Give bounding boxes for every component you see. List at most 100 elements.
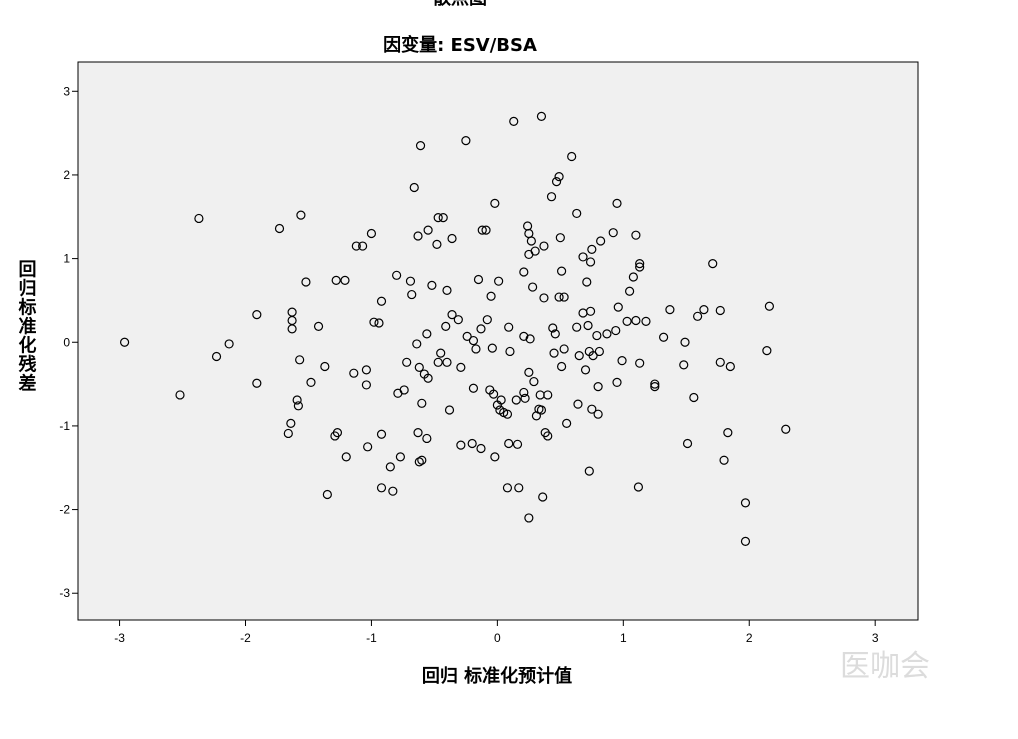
- point: [584, 466, 594, 476]
- point: [433, 357, 443, 367]
- y-tick-label: 0: [63, 335, 70, 349]
- point: [414, 457, 424, 467]
- point: [679, 360, 689, 370]
- point: [572, 208, 582, 219]
- point: [490, 452, 500, 462]
- point: [477, 225, 487, 235]
- point: [405, 276, 416, 286]
- point: [467, 438, 477, 449]
- x-tick-label: 2: [746, 631, 753, 645]
- point: [494, 276, 504, 286]
- point: [583, 320, 593, 331]
- point: [689, 392, 699, 403]
- point: [539, 241, 549, 251]
- point: [414, 362, 424, 372]
- y-tick-label: 1: [63, 252, 70, 266]
- point: [543, 390, 553, 400]
- point: [351, 241, 361, 251]
- point: [567, 151, 577, 162]
- point: [296, 210, 306, 220]
- plot-area: [77, 61, 919, 621]
- point: [762, 346, 772, 356]
- point: [708, 259, 718, 269]
- point: [224, 339, 234, 349]
- point: [631, 230, 641, 240]
- point: [306, 377, 316, 388]
- point: [588, 351, 598, 361]
- point: [539, 293, 549, 303]
- point: [504, 438, 514, 449]
- point: [442, 285, 452, 295]
- point: [554, 172, 564, 182]
- point: [628, 272, 638, 282]
- point: [252, 310, 262, 320]
- y-axis-label: 回归标准化残差: [16, 259, 38, 392]
- point: [487, 343, 497, 353]
- point: [550, 329, 560, 339]
- point: [543, 431, 553, 441]
- point: [573, 399, 583, 409]
- point: [530, 246, 540, 256]
- point: [528, 282, 538, 292]
- point: [456, 362, 466, 372]
- point: [447, 310, 457, 320]
- point: [441, 321, 451, 331]
- point: [462, 331, 472, 341]
- point: [376, 296, 387, 306]
- point: [395, 452, 405, 462]
- point: [554, 292, 564, 302]
- point: [283, 428, 293, 439]
- chart-subtitle: 因变量: ESV/BSA: [383, 34, 537, 56]
- point: [764, 301, 774, 311]
- point: [585, 257, 596, 267]
- y-tick-label: 2: [63, 168, 70, 182]
- point: [512, 439, 523, 449]
- point: [612, 198, 622, 208]
- point: [536, 405, 547, 415]
- point: [423, 225, 433, 235]
- point: [376, 429, 387, 439]
- point: [613, 302, 623, 312]
- point: [496, 395, 506, 405]
- point: [611, 325, 621, 336]
- point: [529, 376, 539, 387]
- y-tick-label: -3: [59, 586, 70, 600]
- point: [519, 267, 529, 277]
- point: [574, 351, 584, 361]
- chart-title: 散点图: [433, 0, 487, 9]
- point: [175, 390, 185, 400]
- x-axis-label: 回归 标准化预计值: [422, 665, 572, 687]
- point: [361, 365, 371, 375]
- point: [376, 483, 387, 493]
- point: [358, 241, 368, 251]
- point: [415, 141, 426, 151]
- point: [374, 318, 384, 328]
- point: [442, 357, 452, 367]
- point: [505, 346, 515, 357]
- point: [525, 334, 535, 344]
- point: [524, 513, 534, 523]
- point: [546, 192, 557, 202]
- point: [119, 337, 130, 347]
- point: [631, 315, 641, 326]
- point: [313, 321, 324, 331]
- point: [486, 291, 496, 301]
- point: [633, 482, 644, 492]
- point: [665, 305, 675, 315]
- point: [252, 378, 262, 388]
- point: [781, 424, 791, 434]
- point: [423, 373, 433, 383]
- point: [392, 270, 402, 280]
- point: [402, 357, 412, 367]
- point: [593, 409, 603, 419]
- point: [293, 401, 303, 411]
- point: [635, 262, 645, 272]
- point: [608, 228, 618, 238]
- point: [587, 244, 597, 254]
- point: [509, 116, 519, 126]
- point: [740, 498, 751, 508]
- x-tick-label: -2: [240, 631, 251, 645]
- point: [340, 275, 350, 285]
- point: [349, 368, 359, 378]
- point: [559, 292, 569, 302]
